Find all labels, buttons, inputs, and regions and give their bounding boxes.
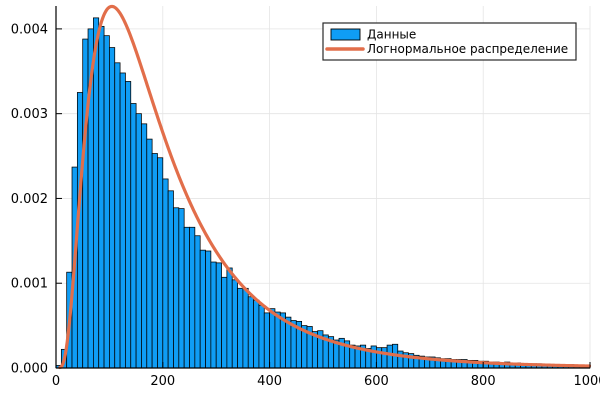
- histogram-bar: [370, 345, 377, 369]
- histogram-bar: [178, 208, 185, 369]
- histogram-bar: [194, 235, 201, 369]
- histogram-bar: [141, 123, 148, 369]
- histogram-bar: [242, 287, 249, 369]
- y-tick-label: 0.001: [11, 277, 48, 292]
- lognormal-curve: [58, 4, 592, 370]
- histogram-bar: [205, 250, 212, 369]
- histogram-bar: [269, 308, 276, 369]
- x-tick-label: 0: [52, 374, 60, 389]
- histogram-bar: [199, 249, 206, 369]
- axes: [55, 6, 591, 369]
- histogram-bar: [93, 17, 100, 369]
- histogram-bar: [135, 113, 142, 369]
- x-tick-label: 400: [257, 374, 282, 389]
- histogram-bar: [258, 304, 265, 369]
- histogram-bar: [119, 72, 126, 369]
- histogram-bar: [215, 262, 222, 369]
- legend-label: Логнормальное распределение: [367, 42, 568, 56]
- histogram-bar: [221, 276, 228, 369]
- lognormal-curve-line: [58, 4, 592, 370]
- histogram-bar: [173, 207, 180, 369]
- histogram-bar: [151, 153, 158, 369]
- histogram-bar: [381, 347, 388, 369]
- histogram-bar: [114, 62, 121, 369]
- histogram-bar: [189, 226, 196, 369]
- histogram-bar: [130, 103, 137, 369]
- histogram-bar: [98, 25, 105, 369]
- histogram-bar: [103, 35, 110, 369]
- y-axis-tick-labels: 0.000 0.001 0.002 0.003 0.004: [11, 22, 48, 376]
- y-tick-label: 0.003: [11, 107, 48, 122]
- histogram-bar: [231, 279, 238, 369]
- x-tick-label: 600: [364, 374, 389, 389]
- legend-box: [322, 22, 577, 61]
- histogram-bar: [397, 350, 404, 369]
- histogram-bar: [183, 226, 190, 369]
- histogram-bar: [247, 296, 254, 369]
- legend-label: Данные: [367, 28, 416, 42]
- histogram-bar: [146, 138, 153, 369]
- histogram-bar: [109, 47, 116, 369]
- histogram-bar: [386, 344, 393, 369]
- histogram-bar: [226, 267, 233, 369]
- histogram-bar: [253, 299, 260, 369]
- histogram-bar: [162, 178, 169, 369]
- histogram-bar: [237, 287, 244, 369]
- histogram-bar: [125, 81, 132, 369]
- histogram-bar: [167, 190, 174, 369]
- y-tick-label: 0.004: [11, 22, 48, 37]
- y-tick-label: 0.000: [11, 362, 48, 377]
- y-tick-label: 0.002: [11, 192, 48, 207]
- histogram-bar: [210, 261, 217, 369]
- histogram-bars: [55, 17, 591, 369]
- histogram-bar: [274, 311, 281, 369]
- histogram-bar: [263, 312, 270, 369]
- histogram-bar: [82, 38, 89, 369]
- x-tick-label: 200: [150, 374, 175, 389]
- histogram-bar: [157, 157, 164, 369]
- x-tick-label: 800: [471, 374, 496, 389]
- legend-swatch-bar: [330, 28, 361, 41]
